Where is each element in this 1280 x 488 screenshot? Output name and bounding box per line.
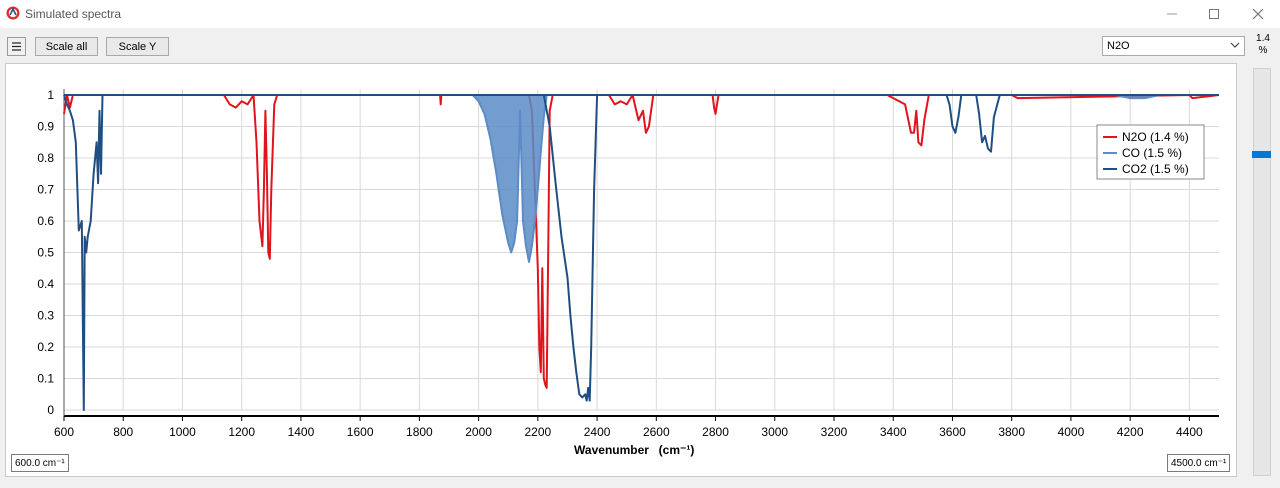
y-tick-label: 0.6 — [37, 214, 54, 228]
x-tick-label: 600 — [54, 425, 74, 439]
concentration-slider-thumb[interactable] — [1252, 151, 1271, 158]
plot-frame: 600 800 1000 1200 1400 1600 1800 2000 2200 2400 26… — [5, 63, 1237, 477]
toolbar — [0, 28, 1280, 64]
x-axis-unit: (cm⁻¹) — [659, 443, 695, 457]
x-tick-label: 2000 — [465, 425, 492, 439]
minimize-icon[interactable] — [1160, 4, 1184, 24]
close-icon[interactable] — [1246, 4, 1270, 24]
x-tick-label: 2800 — [702, 425, 729, 439]
menu-button[interactable] — [7, 37, 26, 56]
concentration-value: 1.4 % — [1256, 33, 1270, 56]
y-tick-label: 0.7 — [37, 183, 54, 197]
concentration-readout: 1.4 % — [1250, 33, 1276, 57]
legend-label: CO2 (1.5 %) — [1122, 162, 1189, 176]
x-tick-label: 1200 — [228, 425, 255, 439]
range-max-input[interactable]: 4500.0 cm⁻¹ — [1167, 454, 1231, 472]
app-logo-icon — [6, 6, 20, 20]
legend-label: N2O (1.4 %) — [1122, 130, 1189, 144]
y-tick-label: 0.3 — [37, 309, 54, 323]
legend-label: CO (1.5 %) — [1122, 146, 1182, 160]
series-line — [471, 94, 1161, 263]
y-tick-label: 0.9 — [37, 120, 54, 134]
hamburger-menu-icon — [12, 42, 21, 51]
y-tick-label: 0.2 — [37, 340, 54, 354]
gas-select[interactable]: N2O — [1102, 36, 1245, 56]
x-tick-label: 2400 — [584, 425, 611, 439]
x-tick-label: 4000 — [1058, 425, 1085, 439]
spectrum-chart[interactable]: 600 800 1000 1200 1400 1600 1800 2000 2200 2400 26… — [6, 64, 1236, 476]
chevron-down-icon — [1230, 40, 1240, 53]
x-tick-label: 2600 — [643, 425, 670, 439]
concentration-slider[interactable] — [1253, 68, 1271, 476]
x-tick-label: 3400 — [880, 425, 907, 439]
x-axis-label: Wavenumber — [574, 443, 649, 457]
series-line — [63, 94, 1220, 389]
series-fill — [472, 95, 1160, 262]
x-tick-label: 3800 — [998, 425, 1025, 439]
x-tick-label: 3000 — [761, 425, 788, 439]
title-bar: Simulated spectra — [0, 0, 1280, 28]
y-tick-label: 0 — [47, 403, 54, 417]
x-tick-label: 800 — [113, 425, 133, 439]
x-tick-label: 3600 — [939, 425, 966, 439]
x-tick-label: 4400 — [1176, 425, 1203, 439]
scale-all-button[interactable]: Scale all — [35, 37, 98, 56]
scale-y-button[interactable]: Scale Y — [106, 37, 169, 56]
maximize-icon[interactable] — [1202, 4, 1226, 24]
y-tick-label: 0.4 — [37, 277, 54, 291]
x-tick-label: 4200 — [1117, 425, 1144, 439]
x-tick-label: 1600 — [347, 425, 374, 439]
y-tick-label: 0.5 — [37, 246, 54, 260]
x-tick-label: 3200 — [821, 425, 848, 439]
y-tick-label: 1 — [47, 88, 54, 102]
window-title: Simulated spectra — [25, 7, 122, 21]
x-tick-label: 1000 — [169, 425, 196, 439]
gas-select-value: N2O — [1107, 40, 1130, 52]
y-tick-label: 0.1 — [37, 372, 54, 386]
x-tick-label: 1400 — [288, 425, 315, 439]
range-min-input[interactable]: 600.0 cm⁻¹ — [11, 454, 69, 472]
y-tick-label: 0.8 — [37, 151, 54, 165]
x-tick-label: 1800 — [406, 425, 433, 439]
x-tick-label: 2200 — [524, 425, 551, 439]
